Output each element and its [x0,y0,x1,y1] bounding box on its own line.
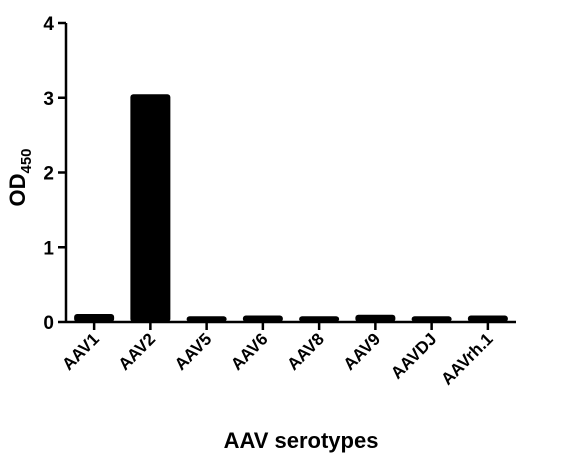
y-tick-label: 3 [43,89,54,110]
y-axis-title: OD450 [5,148,35,206]
y-tick-label: 4 [43,14,54,35]
y-axis-title-main: OD [5,174,30,207]
y-axis-title-subscript: 450 [18,148,35,173]
bar-aav1 [74,314,115,322]
x-tick-label: AAV9 [340,329,385,374]
y-tick-label: 0 [43,313,54,334]
bar-aavrh-1 [467,315,508,322]
y-tick-label: 2 [43,164,54,185]
bar-aav5 [186,316,227,322]
bar-aav8 [299,316,340,322]
bar-aavdj [411,316,452,322]
x-tick-label: AAV5 [171,329,216,374]
bar-aav6 [242,315,283,322]
x-tick-label: AAV8 [283,329,328,374]
x-tick-label: AAV2 [115,329,160,374]
x-axis-title: AAV serotypes [224,428,379,453]
bars [74,94,508,322]
y-axis-ticks: 0 1 2 3 4 [43,14,66,334]
x-tick-label: AAV1 [58,329,103,374]
x-tick-label: AAV6 [227,329,272,374]
x-tick-label: AAVrh.1 [437,329,496,388]
x-tick-label: AAVDJ [387,329,440,382]
bar-aav2 [130,94,171,322]
y-tick-label: 1 [43,238,54,259]
bar-aav9 [355,314,396,322]
